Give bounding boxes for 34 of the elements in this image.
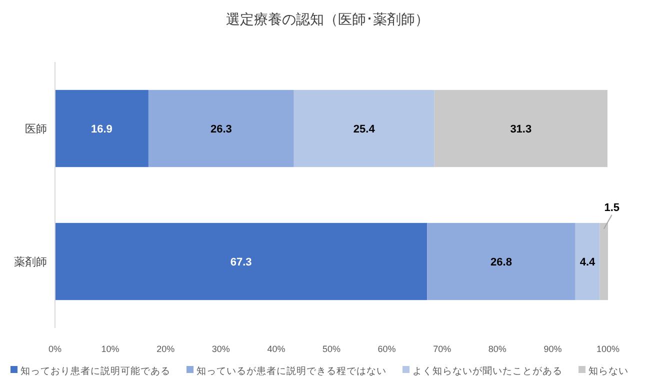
bar xyxy=(600,222,608,300)
legend-label: 知っているが患者に説明できる程ではない xyxy=(196,365,386,377)
x-tick-label: 0% xyxy=(48,344,62,354)
x-tick-label: 20% xyxy=(156,344,175,354)
data-label: 67.3 xyxy=(230,256,252,268)
data-label: 4.4 xyxy=(580,256,596,268)
y-tick-label: 医師 xyxy=(25,124,47,136)
x-tick-label: 10% xyxy=(101,344,120,354)
bar xyxy=(575,222,600,300)
x-tick-label: 70% xyxy=(433,344,452,354)
bar xyxy=(55,90,148,168)
x-tick-label: 60% xyxy=(378,344,396,354)
data-label: 16.9 xyxy=(91,124,112,136)
legend-label: 知らない xyxy=(588,365,628,377)
legend-label: 知っており患者に説明可能である xyxy=(20,365,170,377)
data-label: 31.3 xyxy=(510,124,532,136)
bar xyxy=(55,222,428,300)
data-label: 1.5 xyxy=(604,202,620,214)
legend-label: よく知らないが聞いたことがある xyxy=(412,365,562,377)
y-tick-label: 薬剤師 xyxy=(14,256,47,268)
x-tick-label: 90% xyxy=(544,344,562,354)
x-tick-label: 30% xyxy=(212,344,230,354)
bar xyxy=(148,90,294,168)
bar xyxy=(294,90,434,168)
bar xyxy=(427,222,576,300)
data-label: 26.3 xyxy=(210,124,232,136)
x-tick-label: 40% xyxy=(267,344,286,354)
x-tick-label: 100% xyxy=(596,344,620,354)
x-tick-label: 50% xyxy=(322,344,341,354)
bar xyxy=(434,90,608,168)
data-label: 25.4 xyxy=(353,124,376,136)
x-tick-label: 80% xyxy=(488,344,506,354)
chart-title: 選定療養の認知（医師･薬剤師） xyxy=(226,11,429,27)
data-label: 26.8 xyxy=(490,256,512,268)
